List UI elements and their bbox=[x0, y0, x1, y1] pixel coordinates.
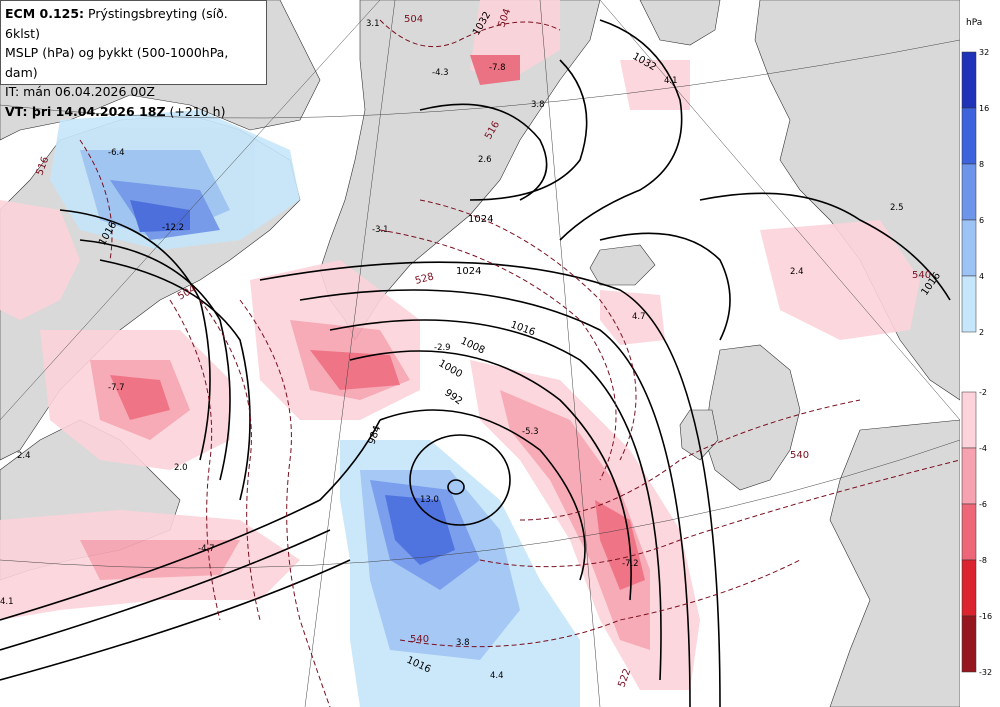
thickness-lines bbox=[79, 19, 960, 707]
change-value-label: 2.4 bbox=[790, 267, 804, 277]
fall-area-top-left bbox=[620, 60, 690, 110]
change-value-label: 2.6 bbox=[478, 155, 492, 165]
map-title: Prýstingsbreyting (síð. 6klst) bbox=[5, 6, 228, 41]
iceland-land bbox=[589, 244, 656, 286]
change-value-label: -3.1 bbox=[372, 225, 389, 235]
rise-area-atlantic-deep bbox=[385, 495, 455, 565]
thickness-label: 540 bbox=[912, 270, 931, 281]
change-value-label: 3.8 bbox=[531, 100, 545, 110]
legend-swatch bbox=[961, 615, 977, 673]
legend-tick: 32 bbox=[979, 48, 989, 57]
change-value-label: -7.7 bbox=[108, 383, 125, 393]
change-value-label: 4.1 bbox=[664, 76, 678, 86]
rise-area-baffin-deep bbox=[130, 200, 190, 232]
legend-tick: 16 bbox=[979, 104, 989, 113]
legend-tick: -16 bbox=[979, 612, 992, 621]
legend-rise-bar: 32 16 8 6 4 2 bbox=[961, 48, 989, 337]
valid-time: VT: þri 14.04.2026 18Z bbox=[5, 103, 166, 119]
legend-swatch bbox=[961, 391, 977, 449]
europe-land bbox=[829, 419, 960, 707]
change-value-label: -2.9 bbox=[434, 343, 451, 353]
fall-area-greenland-deep bbox=[310, 350, 400, 390]
fall-area-iceland bbox=[600, 290, 665, 345]
change-value-label: 4.1 bbox=[0, 597, 14, 607]
change-value-label: 2.0 bbox=[174, 463, 188, 473]
info-panel: ECM 0.125: Prýstingsbreyting (síð. 6klst… bbox=[0, 0, 267, 119]
legend-swatch bbox=[961, 447, 977, 505]
isobar-label: 1024 bbox=[468, 214, 493, 225]
legend-tick: -2 bbox=[979, 388, 987, 397]
thickness-label: 540 bbox=[410, 634, 429, 645]
change-value-label: -6.4 bbox=[108, 148, 125, 158]
change-value-label: -7.2 bbox=[622, 559, 639, 569]
legend-colorbars: 32 16 8 6 4 2 -2 -4 -6 -8 -16 -32 bbox=[961, 48, 992, 677]
svalbard-land bbox=[639, 0, 721, 46]
ireland-land bbox=[679, 409, 719, 461]
model-name: ECM 0.125: bbox=[5, 6, 85, 21]
legend-tick: -32 bbox=[979, 668, 992, 677]
fall-area-arc-core bbox=[500, 390, 650, 650]
thickness-label: 540 bbox=[790, 450, 809, 461]
legend-swatch bbox=[961, 275, 977, 333]
legend-tick: 4 bbox=[979, 272, 984, 281]
legend-unit: hPa bbox=[966, 18, 983, 28]
change-value-label: -5.3 bbox=[522, 427, 539, 437]
isobars bbox=[0, 19, 951, 707]
change-value-label: -12.2 bbox=[162, 223, 184, 233]
field-description: MSLP (hPa) og þykkt (500-1000hPa, dam) bbox=[5, 45, 229, 80]
change-value-label: -7.8 bbox=[489, 63, 506, 73]
change-value-label: -4.7 bbox=[198, 544, 215, 554]
legend-tick: -8 bbox=[979, 556, 987, 565]
legend-swatch bbox=[961, 107, 977, 165]
legend-tick: 8 bbox=[979, 160, 984, 169]
fall-area-labrador-deep bbox=[110, 375, 170, 420]
fall-area-southwest-core bbox=[80, 540, 240, 580]
weather-map: 3.1 -4.3 -7.8 3.8 4.1 2.6 -6.4 -12.2 -3.… bbox=[0, 0, 960, 707]
change-value-label: -4.3 bbox=[432, 68, 449, 78]
legend-swatch bbox=[961, 163, 977, 221]
title-line: ECM 0.125: Prýstingsbreyting (síð. 6klst… bbox=[5, 4, 262, 43]
isobar-label: 1024 bbox=[456, 266, 481, 277]
change-value-labels: 3.1 -4.3 -7.8 3.8 4.1 2.6 -6.4 -12.2 -3.… bbox=[0, 19, 904, 681]
fall-area-arc-deep bbox=[595, 500, 645, 590]
legend-tick: -4 bbox=[979, 444, 987, 453]
change-value-label: 13.0 bbox=[420, 495, 439, 505]
change-value-label: 2.5 bbox=[890, 203, 904, 213]
valid-time-line: VT: þri 14.04.2026 18Z (+210 h) bbox=[5, 102, 262, 122]
fall-area-west bbox=[0, 200, 80, 320]
change-value-label: 4.7 bbox=[632, 312, 646, 322]
legend-swatch bbox=[961, 503, 977, 561]
thickness-label: 504 bbox=[404, 14, 423, 25]
legend-fall-bar: -2 -4 -6 -8 -16 -32 bbox=[961, 388, 992, 677]
fall-area-north-core bbox=[470, 55, 520, 85]
legend-tick: 2 bbox=[979, 328, 984, 337]
legend-swatch bbox=[961, 219, 977, 277]
change-value-label: 4.4 bbox=[490, 671, 504, 681]
legend-swatch bbox=[961, 51, 977, 109]
change-value-label: 3.1 bbox=[366, 19, 380, 29]
legend-swatch bbox=[961, 559, 977, 617]
change-value-label: 2.4 bbox=[17, 451, 31, 461]
lead-time: (+210 h) bbox=[169, 103, 226, 119]
change-value-label: 3.8 bbox=[456, 638, 470, 648]
thickness-label: 528 bbox=[414, 271, 435, 287]
legend-tick: 6 bbox=[979, 216, 984, 225]
init-time: IT: mán 06.04.2026 00Z bbox=[5, 84, 155, 99]
legend-tick: -6 bbox=[979, 500, 987, 509]
